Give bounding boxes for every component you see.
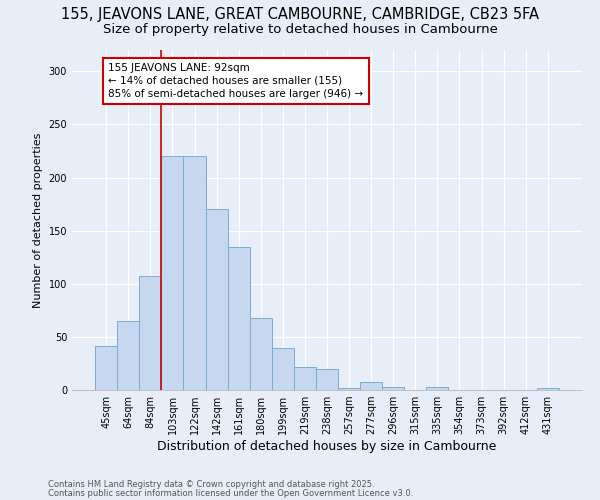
Bar: [272, 348, 294, 390]
Bar: [427, 387, 448, 390]
Text: 155 JEAVONS LANE: 92sqm
← 14% of detached houses are smaller (155)
85% of semi-d: 155 JEAVONS LANE: 92sqm ← 14% of detache…: [109, 62, 364, 99]
Y-axis label: Number of detached properties: Number of detached properties: [33, 132, 43, 308]
Bar: [161, 156, 184, 390]
Bar: [95, 346, 117, 390]
Bar: [139, 276, 161, 390]
Text: 155, JEAVONS LANE, GREAT CAMBOURNE, CAMBRIDGE, CB23 5FA: 155, JEAVONS LANE, GREAT CAMBOURNE, CAMB…: [61, 8, 539, 22]
Bar: [206, 210, 227, 390]
Text: Contains public sector information licensed under the Open Government Licence v3: Contains public sector information licen…: [48, 488, 413, 498]
Text: Size of property relative to detached houses in Cambourne: Size of property relative to detached ho…: [103, 22, 497, 36]
Bar: [537, 388, 559, 390]
Bar: [382, 387, 404, 390]
Bar: [360, 382, 382, 390]
Bar: [184, 156, 206, 390]
X-axis label: Distribution of detached houses by size in Cambourne: Distribution of detached houses by size …: [157, 440, 497, 453]
Bar: [316, 369, 338, 390]
Bar: [117, 321, 139, 390]
Bar: [338, 388, 360, 390]
Bar: [227, 246, 250, 390]
Bar: [250, 318, 272, 390]
Bar: [294, 366, 316, 390]
Text: Contains HM Land Registry data © Crown copyright and database right 2025.: Contains HM Land Registry data © Crown c…: [48, 480, 374, 489]
